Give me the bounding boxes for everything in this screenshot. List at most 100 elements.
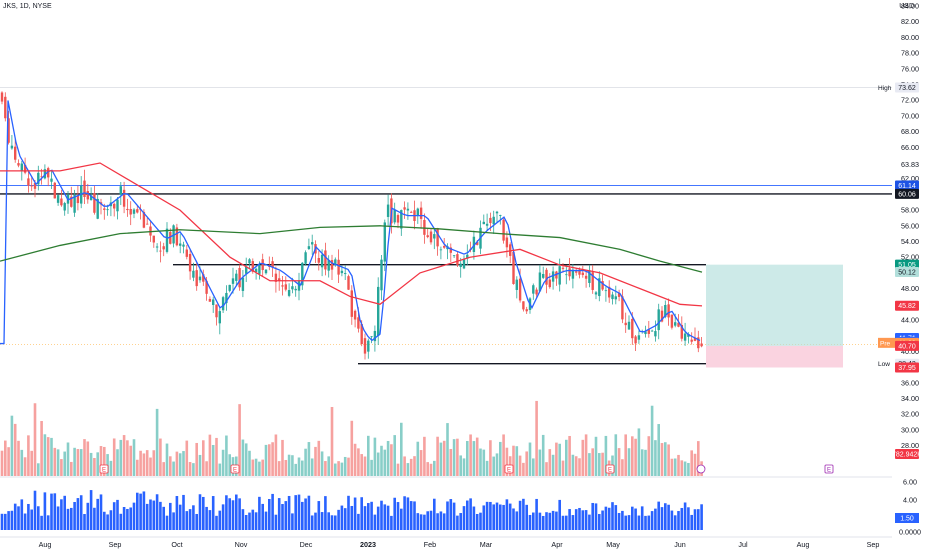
x-tick-label: Jul	[738, 540, 748, 549]
indicator-bar	[558, 499, 561, 530]
indicator-bar	[565, 515, 568, 530]
indicator-bar	[446, 501, 449, 530]
x-tick-label: 2023	[360, 540, 376, 549]
candle	[142, 211, 146, 228]
volume-bar	[112, 438, 116, 476]
indicator-bar	[634, 508, 637, 530]
volume-bar	[693, 453, 697, 476]
indicator-bar	[442, 513, 446, 530]
candle	[561, 267, 565, 269]
volume-bar	[492, 456, 495, 476]
candle	[17, 163, 20, 166]
volume-bar	[70, 461, 73, 476]
indicator-bar	[400, 508, 403, 530]
indicator-bar	[76, 498, 80, 530]
volume-bar	[357, 448, 360, 476]
candle	[264, 269, 268, 274]
volume-bar	[287, 454, 291, 476]
indicator-bar	[466, 500, 469, 530]
candle	[50, 178, 53, 182]
volume-bar	[152, 450, 156, 476]
indicator-bar	[416, 513, 420, 530]
indicator-bar	[697, 509, 700, 530]
volume-bar	[376, 452, 380, 476]
volume-bar	[195, 442, 198, 476]
volume-bar	[687, 462, 690, 476]
indicator-bar	[122, 507, 126, 530]
candle	[188, 254, 192, 272]
y-tick-label: 78.00	[901, 49, 919, 58]
candle	[383, 222, 386, 262]
y-tick-label: 40.00	[901, 347, 919, 356]
y-tick-label: 68.00	[901, 127, 919, 136]
y-tick-label: 34.00	[901, 394, 919, 403]
volume-bar	[320, 451, 324, 476]
indicator-bar	[330, 515, 334, 530]
volume-bar	[535, 400, 538, 476]
candle	[47, 168, 50, 178]
volume-bar	[522, 462, 525, 476]
price-label-bg	[895, 362, 919, 373]
candle	[152, 235, 155, 243]
indicator-bar	[195, 513, 198, 530]
indicator-bar	[284, 501, 288, 530]
candle	[634, 336, 637, 344]
indicator-bar	[211, 496, 215, 530]
candle	[43, 169, 47, 179]
indicator-bar	[390, 515, 393, 530]
candle	[132, 209, 136, 214]
volume-bar	[7, 447, 10, 476]
indicator-value-label: 1.50	[900, 516, 914, 523]
candle	[113, 203, 116, 209]
volume-bar	[271, 442, 274, 476]
volume-bar	[403, 456, 406, 476]
candle	[551, 271, 555, 282]
price-label-bg	[895, 340, 919, 351]
volume-bar	[162, 462, 165, 476]
candle	[426, 235, 429, 238]
indicator-bar	[205, 506, 208, 530]
candle	[575, 271, 578, 273]
candle	[103, 208, 106, 210]
candle	[334, 259, 337, 266]
indicator-bar	[370, 501, 373, 530]
volume-bar	[436, 436, 439, 476]
x-axis-ticks: Aug Sep Oct Nov Dec 2023 Feb Mar Apr May Jun Jul Aug…	[39, 540, 880, 549]
indicator-bar	[482, 505, 486, 530]
candle	[83, 180, 86, 198]
indicator-bar	[63, 495, 66, 530]
indicator-bar	[235, 494, 238, 530]
volume-bar	[558, 443, 561, 476]
indicator-bar	[528, 514, 532, 530]
candle	[60, 198, 63, 206]
volume-bar	[4, 440, 7, 476]
candle	[700, 343, 703, 347]
candle	[674, 322, 677, 326]
candle	[416, 208, 419, 216]
indicator-bar	[512, 508, 515, 530]
volume-bar	[664, 442, 667, 476]
indicator-bar	[241, 509, 245, 530]
volume-bar	[274, 434, 278, 476]
indicator-bar	[103, 511, 106, 530]
candle	[555, 271, 558, 279]
volume-bar	[13, 423, 17, 476]
ema-fast-line	[0, 100, 701, 345]
indicator-bar	[33, 490, 37, 530]
indicator-bar	[403, 496, 406, 530]
earnings-mark	[99, 464, 109, 474]
indicator-bar	[644, 515, 647, 530]
candle	[284, 284, 287, 290]
y-tick-label: 80.00	[901, 33, 919, 42]
indicator-bar	[60, 499, 63, 530]
candle	[23, 164, 27, 173]
volume-bar	[640, 449, 644, 476]
candle	[106, 209, 109, 211]
x-tick-label: Apr	[551, 540, 563, 549]
candle	[512, 251, 515, 284]
volume-bar	[367, 435, 370, 476]
candle	[670, 314, 674, 328]
volume-bar	[40, 420, 43, 476]
indicator-bar	[314, 512, 317, 530]
